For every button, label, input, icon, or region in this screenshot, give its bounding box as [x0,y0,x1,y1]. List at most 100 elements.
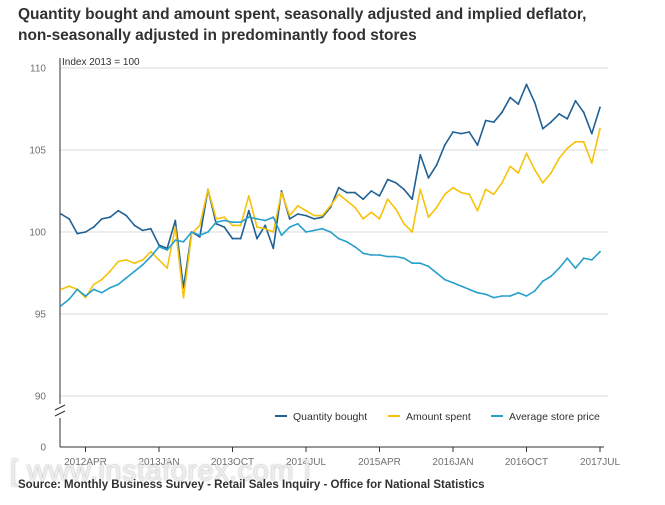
data-point-quantity-bought [411,198,414,201]
data-point-amount-spent [533,168,536,171]
series-line-amount-spent [60,128,601,299]
data-point-amount-spent [550,172,552,174]
data-point-amount-spent [501,181,503,184]
data-point-quantity-bought [68,218,71,220]
data-point-quantity-bought [492,121,495,123]
data-point-quantity-bought [141,229,144,232]
data-point-amount-spent [100,278,103,281]
data-point-average-store-price [509,295,512,297]
data-point-average-store-price [541,280,544,283]
data-point-average-store-price [590,259,593,261]
data-point-quantity-bought [92,226,95,229]
data-point-quantity-bought [362,198,365,201]
data-point-amount-spent [566,147,569,150]
data-point-average-store-price [460,285,463,287]
data-point-quantity-bought [574,99,577,102]
data-point-quantity-bought [460,132,463,135]
data-point-amount-spent [223,216,226,219]
legend-label-amount-spent: Amount spent [406,411,471,423]
data-point-average-store-price [484,293,487,296]
data-point-average-store-price [84,295,87,297]
series-quantity-bought [60,83,601,289]
chart-title-line-1: Quantity bought and amount spent, season… [18,6,587,23]
data-point-quantity-bought [60,213,62,215]
data-point-amount-spent [141,259,144,261]
data-point-amount-spent [182,296,185,299]
x-tick-label: 2014JUL [286,457,326,468]
data-point-quantity-bought [419,154,422,156]
data-point-average-store-price [533,290,536,292]
chart-title-line-2: non-seasonally adjusted in predominantly… [18,27,417,44]
data-point-amount-spent [296,204,299,207]
data-point-average-store-price [305,231,307,233]
data-point-amount-spent [590,162,593,165]
data-point-quantity-bought [378,195,381,197]
data-point-amount-spent [386,198,389,201]
data-point-quantity-bought [174,219,177,222]
data-point-amount-spent [443,193,446,196]
data-point-amount-spent [541,181,544,184]
data-point-average-store-price [394,255,397,258]
data-point-amount-spent [207,188,209,191]
data-point-amount-spent [149,250,152,253]
data-point-amount-spent [264,227,267,230]
data-point-amount-spent [92,283,95,286]
data-point-amount-spent [117,260,120,263]
data-point-amount-spent [362,218,365,220]
data-point-average-store-price [566,257,569,260]
data-point-amount-spent [517,172,520,174]
data-point-amount-spent [280,191,283,194]
data-point-average-store-price [525,295,528,297]
data-point-quantity-bought [354,191,356,194]
data-point-average-store-price [149,255,152,258]
data-point-amount-spent [288,214,291,217]
data-point-quantity-bought [296,213,299,215]
data-point-amount-spent [321,214,324,217]
data-point-average-store-price [158,245,160,248]
data-point-amount-spent [256,226,258,229]
series-lines [60,83,601,307]
data-point-amount-spent [198,224,201,227]
data-point-amount-spent [403,222,405,225]
data-point-average-store-price [403,257,405,260]
data-point-amount-spent [313,214,316,217]
data-point-amount-spent [231,224,234,227]
data-point-quantity-bought [272,247,275,250]
y-tick-label: 90 [35,392,47,403]
data-point-average-store-price [198,234,201,237]
data-point-average-store-price [517,291,520,294]
data-point-average-store-price [435,272,438,274]
data-point-average-store-price [337,237,340,240]
data-point-quantity-bought [133,224,136,227]
y-tick-label: 95 [35,310,47,321]
gridlines [60,67,608,397]
data-point-quantity-bought [149,227,152,230]
data-point-average-store-price [321,227,324,230]
data-point-quantity-bought [109,216,111,219]
data-point-quantity-bought [476,144,479,147]
y-axis-ticks: 90 95 100 105 110 0 [29,64,46,454]
x-tick-label: 2012APR [64,457,107,468]
data-point-amount-spent [411,231,414,233]
data-point-quantity-bought [370,190,373,192]
data-point-average-store-price [92,288,95,291]
data-point-amount-spent [84,296,87,299]
data-point-amount-spent [574,140,577,143]
data-point-average-store-price [207,231,209,233]
data-point-average-store-price [329,231,332,233]
data-point-average-store-price [109,286,111,289]
data-point-amount-spent [419,188,422,191]
data-point-quantity-bought [223,226,226,229]
data-point-average-store-price [386,255,389,258]
data-point-average-store-price [174,239,177,242]
data-point-average-store-price [419,262,422,265]
data-point-average-store-price [190,231,193,233]
data-point-average-store-price [492,296,495,299]
data-point-quantity-bought [599,106,601,109]
data-point-quantity-bought [76,232,79,235]
data-point-amount-spent [337,193,340,196]
data-point-average-store-price [280,234,283,237]
data-point-amount-spent [370,211,373,214]
data-point-amount-spent [427,216,430,219]
data-point-quantity-bought [345,191,348,194]
